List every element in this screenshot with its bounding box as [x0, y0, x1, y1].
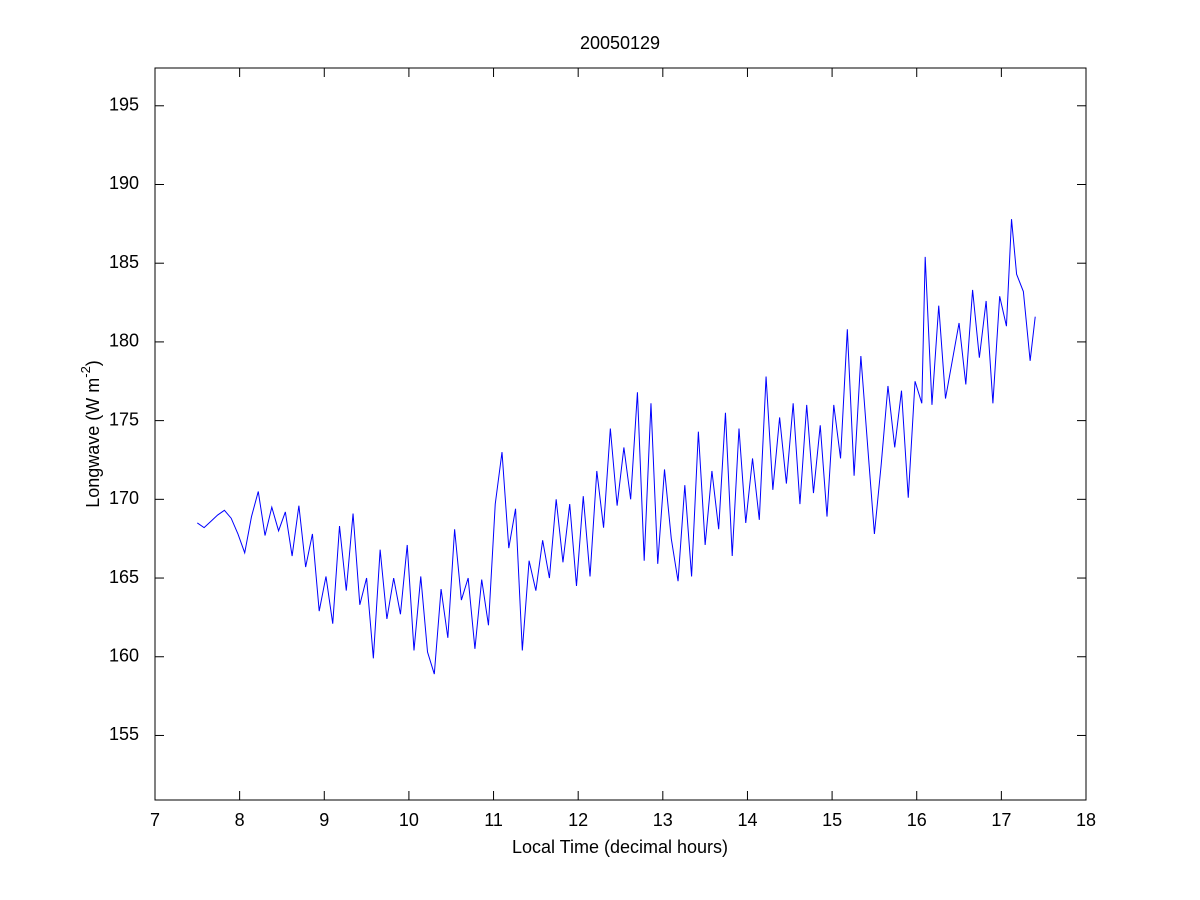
- x-tick-label: 12: [568, 810, 588, 830]
- y-tick-label: 185: [109, 252, 139, 272]
- y-tick-label: 155: [109, 724, 139, 744]
- data-line: [197, 219, 1036, 675]
- x-tick-label: 15: [822, 810, 842, 830]
- y-tick-label: 175: [109, 409, 139, 429]
- x-tick-label: 18: [1076, 810, 1096, 830]
- x-tick-label: 14: [737, 810, 757, 830]
- y-tick-label: 190: [109, 173, 139, 193]
- y-label-base: Longwave (W m: [83, 378, 103, 508]
- y-tick-label: 195: [109, 95, 139, 115]
- x-tick-label: 11: [484, 810, 503, 830]
- y-axis-label: Longwave (W m-2): [78, 360, 102, 508]
- y-tick-label: 165: [109, 567, 139, 587]
- x-tick-label: 10: [399, 810, 419, 830]
- x-tick-label: 13: [653, 810, 673, 830]
- y-tick-label: 170: [109, 488, 139, 508]
- x-tick-label: 17: [991, 810, 1011, 830]
- x-tick-label: 8: [235, 810, 245, 830]
- y-tick-label: 180: [109, 331, 139, 351]
- x-tick-label: 7: [150, 810, 160, 830]
- x-tick-label: 16: [907, 810, 927, 830]
- y-label-close: ): [83, 360, 103, 366]
- y-label-sup: -2: [78, 366, 93, 378]
- plot-frame: [154, 67, 1087, 801]
- x-tick-label: 9: [319, 810, 329, 830]
- chart-title: 20050129: [580, 33, 660, 53]
- x-axis-label: Local Time (decimal hours): [512, 837, 728, 857]
- y-tick-label: 160: [109, 645, 139, 665]
